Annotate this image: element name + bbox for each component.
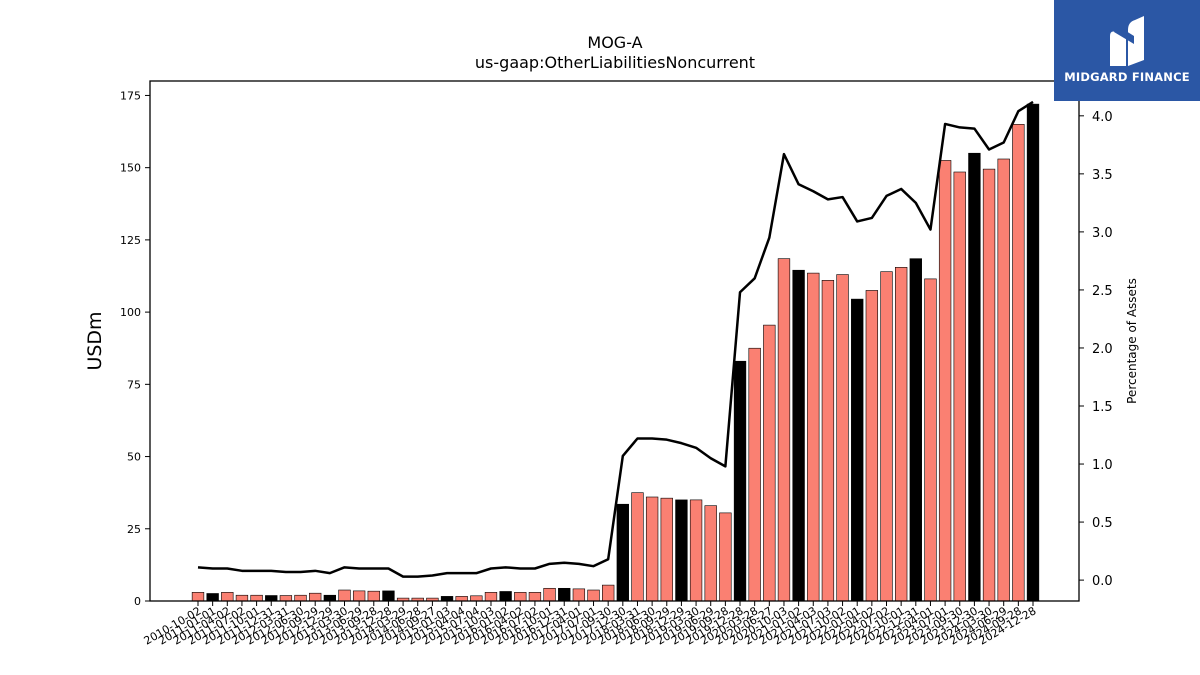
bar [733, 360, 747, 602]
bar [616, 503, 629, 602]
bar [338, 589, 351, 602]
bar [587, 589, 600, 602]
bar [382, 590, 395, 602]
midgard-m-icon [1110, 16, 1144, 66]
bar [602, 584, 615, 602]
bar [689, 499, 703, 602]
bar [821, 280, 835, 602]
bar [191, 592, 205, 602]
bar [909, 258, 922, 602]
bar [836, 274, 849, 602]
y2-tick-label: 1.0 [1092, 458, 1113, 473]
bar [543, 587, 556, 602]
y-axis-ticks: 0 25 50 75 100 125 150 175 [120, 89, 150, 608]
bar [558, 587, 571, 602]
bar [484, 592, 498, 602]
chart-subtitle: us-gaap:OtherLiabilitiesNoncurrent [475, 53, 755, 72]
y-tick-label: 50 [127, 451, 141, 464]
bar [265, 595, 278, 602]
bar [968, 152, 981, 602]
bar [660, 497, 673, 602]
bar [221, 592, 234, 602]
bar [938, 160, 952, 602]
bar [1026, 103, 1040, 602]
bar [455, 596, 468, 602]
bar [763, 324, 776, 602]
y-tick-label: 25 [127, 523, 141, 536]
bar [499, 591, 512, 602]
bar [631, 492, 644, 602]
y2-tick-label: 1.5 [1092, 400, 1113, 415]
y2-tick-label: 3.0 [1092, 226, 1113, 241]
y-tick-label: 150 [120, 162, 141, 175]
bar [323, 594, 337, 602]
bar [528, 592, 542, 602]
y2-tick-label: 0.0 [1092, 574, 1113, 589]
y2-axis-label: Percentage of Assets [1125, 278, 1139, 404]
bar [982, 168, 996, 602]
bar [719, 512, 732, 602]
y-axis-label: USDm [84, 311, 106, 370]
bar [440, 596, 454, 602]
x-axis-ticks: 2010-10-022011-01-012011-04-022011-07-02… [142, 601, 1039, 648]
y2-tick-label: 2.0 [1092, 342, 1113, 357]
y-tick-label: 175 [120, 89, 141, 102]
brand-name: MIDGARD FINANCE [1064, 70, 1190, 84]
bar [792, 269, 805, 602]
pct-assets-line [197, 100, 1034, 578]
bar [279, 595, 293, 602]
bar [675, 499, 688, 602]
bar [352, 590, 366, 602]
bar [807, 272, 820, 602]
y2-tick-label: 4.0 [1092, 110, 1113, 125]
line-layer [197, 100, 1034, 578]
bar [924, 278, 937, 602]
bar [645, 496, 659, 602]
y-tick-label: 125 [120, 234, 141, 247]
y-tick-label: 100 [120, 306, 141, 319]
bar [851, 298, 864, 602]
bar [235, 594, 249, 602]
y2-tick-label: 2.5 [1092, 284, 1113, 299]
bar [250, 594, 263, 602]
bar [206, 593, 219, 602]
bar [704, 505, 717, 602]
bar [367, 590, 380, 602]
bar [309, 592, 322, 602]
bar [865, 290, 879, 602]
bar [1012, 124, 1025, 602]
y2-tick-label: 3.5 [1092, 168, 1113, 183]
bar [572, 588, 586, 602]
bar [294, 594, 307, 602]
y2-tick-label: 0.5 [1092, 516, 1113, 531]
bar [748, 347, 761, 602]
y-tick-label: 75 [127, 378, 141, 391]
bars-layer [191, 103, 1040, 602]
brand-logo: MIDGARD FINANCE [1054, 0, 1200, 101]
y2-axis-ticks: 0.0 0.5 1.0 1.5 2.0 2.5 3.0 3.5 4.0 [1079, 110, 1113, 589]
y-tick-label: 0 [134, 595, 141, 608]
plot-frame [149, 80, 1080, 602]
chart-title: MOG-A [587, 33, 642, 52]
bar [880, 271, 893, 602]
bar [470, 595, 483, 602]
bar [997, 158, 1010, 602]
bar [894, 267, 908, 602]
bar [953, 171, 966, 602]
bar [514, 592, 527, 602]
bar [777, 258, 791, 602]
